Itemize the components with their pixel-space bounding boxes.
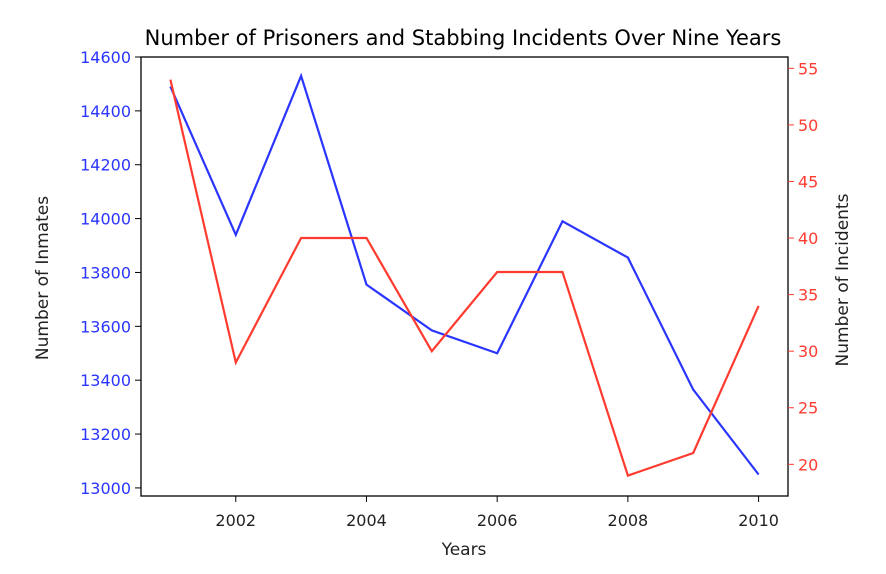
right-tick-label: 45 bbox=[798, 172, 818, 191]
chart-title: Number of Prisoners and Stabbing Inciden… bbox=[145, 26, 782, 50]
series-group bbox=[169, 72, 760, 478]
left-tick-label: 13600 bbox=[80, 317, 131, 336]
incidents-series-line bbox=[169, 79, 760, 478]
left-tick-label: 13000 bbox=[80, 479, 131, 498]
left-tick-label: 14000 bbox=[80, 210, 131, 229]
x-tick-label: 2010 bbox=[738, 511, 779, 530]
right-tick-label: 50 bbox=[798, 116, 818, 135]
right-axis-ticks: 20 25 30 35 40 45 50 55 bbox=[788, 59, 818, 474]
inmates-series-line bbox=[169, 72, 760, 476]
left-tick-label: 13400 bbox=[80, 371, 131, 390]
x-axis-label: Years bbox=[441, 540, 487, 560]
x-tick-label: 2006 bbox=[477, 511, 518, 530]
right-tick-label: 40 bbox=[798, 229, 818, 248]
left-tick-label: 13800 bbox=[80, 263, 131, 282]
right-tick-label: 25 bbox=[798, 399, 818, 418]
x-axis-ticks: 2002 2004 2006 2008 2010 bbox=[215, 496, 779, 530]
x-tick-label: 2004 bbox=[346, 511, 387, 530]
x-tick-label: 2008 bbox=[608, 511, 649, 530]
left-axis-label: Number of Inmates bbox=[33, 196, 53, 360]
plot-frame bbox=[140, 56, 789, 497]
left-tick-label: 14400 bbox=[80, 102, 131, 121]
right-tick-label: 20 bbox=[798, 455, 818, 474]
right-tick-label: 35 bbox=[798, 286, 818, 305]
x-tick-label: 2002 bbox=[215, 511, 256, 530]
left-axis-ticks: 13000 13200 13400 13600 13800 14000 14200 14400… bbox=[80, 48, 141, 498]
left-tick-label: 14200 bbox=[80, 156, 131, 175]
right-tick-label: 55 bbox=[798, 59, 818, 78]
right-axis-label: Number of Incidents bbox=[833, 193, 853, 366]
left-tick-label: 14600 bbox=[80, 48, 131, 67]
left-tick-label: 13200 bbox=[80, 425, 131, 444]
right-tick-label: 30 bbox=[798, 342, 818, 361]
